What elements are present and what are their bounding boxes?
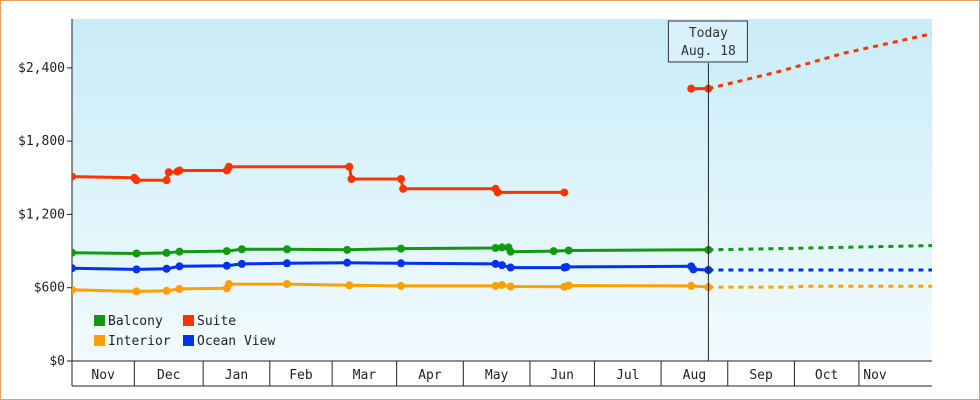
plot-background (72, 19, 932, 361)
y-tick-label: $2,400 (18, 61, 65, 76)
balcony-point (549, 247, 558, 256)
legend-label: Ocean View (197, 334, 275, 349)
suite-point (399, 184, 408, 193)
interior-point (506, 282, 515, 291)
month-label: Mar (353, 368, 377, 383)
interior-point (687, 281, 696, 290)
suite-point (396, 175, 405, 184)
y-tick-label: $1,200 (18, 207, 65, 222)
suite-point (164, 168, 173, 177)
today-label: Today (689, 26, 728, 41)
interior-point (72, 285, 76, 294)
interior-point (132, 287, 141, 296)
ocean-view-point (562, 262, 571, 271)
ocean-view-point (222, 261, 231, 270)
interior-point (564, 281, 573, 290)
balcony-point (506, 247, 515, 256)
balcony-point (396, 244, 405, 253)
ocean-view-point (506, 263, 515, 272)
balcony-forecast-line (708, 244, 932, 252)
interior-point (162, 286, 171, 295)
suite-point (175, 166, 184, 175)
today-box (667, 20, 748, 63)
month-label: Dec (157, 368, 180, 383)
y-tick-label: $600 (34, 281, 65, 296)
interior-point (345, 281, 354, 290)
suite-point (345, 162, 354, 171)
month-label: Oct (815, 368, 838, 383)
month-label: Feb (289, 368, 313, 383)
balcony-point (72, 248, 76, 257)
suite-point (162, 176, 171, 185)
today-marker: Today Aug. 18 (667, 20, 748, 361)
suite-point (347, 175, 356, 184)
month-label: Apr (418, 368, 442, 383)
suite-point (72, 172, 76, 181)
suite-recent-point (687, 84, 696, 93)
balcony-point (222, 247, 231, 256)
legend-swatch (94, 335, 105, 346)
month-label: Sep (749, 368, 773, 383)
balcony-point (162, 248, 171, 257)
month-label: Jan (225, 368, 248, 383)
suite-point (493, 188, 502, 197)
month-label: Aug (683, 368, 706, 383)
ocean-view-point (175, 262, 184, 271)
ocean-view-point (237, 259, 246, 268)
interior-point (175, 284, 184, 293)
month-label: Nov (863, 368, 887, 383)
balcony-point (564, 246, 573, 255)
y-tick-label: $1,800 (18, 134, 65, 149)
month-label: Jul (616, 368, 639, 383)
balcony-point (283, 245, 291, 254)
x-axis: Nov Dec Jan Feb Mar Apr May Jun Jul Aug Sep Oct Nov (71, 360, 932, 387)
ocean-view-point (498, 261, 506, 270)
y-axis: $0 $600 $1,200 $1,800 $2,400 (18, 19, 73, 369)
suite-point (132, 176, 141, 185)
ocean-view-point (491, 259, 500, 268)
y-tick-label: $0 (49, 354, 65, 369)
interior-point (224, 280, 233, 289)
balcony-point (491, 244, 500, 253)
balcony-point (237, 245, 246, 254)
suite-point (224, 162, 233, 171)
ocean-view-point (162, 264, 171, 273)
legend-swatch (183, 335, 194, 346)
ocean-view-point (343, 258, 352, 267)
month-label: May (485, 368, 509, 383)
balcony-point (343, 245, 352, 254)
balcony-point (498, 243, 506, 252)
ocean-view-point (689, 265, 698, 274)
interior-point (283, 280, 291, 289)
month-label: Jun (550, 368, 573, 383)
legend-swatch (94, 315, 105, 326)
interior-point (396, 281, 405, 290)
month-label: Nov (91, 368, 115, 383)
legend-label: Interior (108, 334, 171, 349)
today-date-label: Aug. 18 (681, 44, 736, 59)
ocean-view-point (72, 264, 76, 273)
balcony-point (132, 249, 141, 258)
legend-label: Suite (197, 314, 236, 329)
legend-label: Balcony (108, 314, 163, 329)
ocean-view-point (283, 259, 291, 268)
interior-forecast-line (708, 284, 932, 289)
series-layer (72, 32, 932, 296)
suite-point (560, 188, 569, 197)
interior-point (491, 281, 500, 290)
interior-point (498, 281, 506, 290)
balcony-point (175, 247, 184, 256)
ocean-view-point (396, 259, 405, 268)
ocean-view-point (132, 265, 141, 274)
legend: Balcony Suite Interior Ocean View (94, 314, 275, 349)
balcony-line (72, 245, 709, 255)
legend-swatch (183, 315, 194, 326)
